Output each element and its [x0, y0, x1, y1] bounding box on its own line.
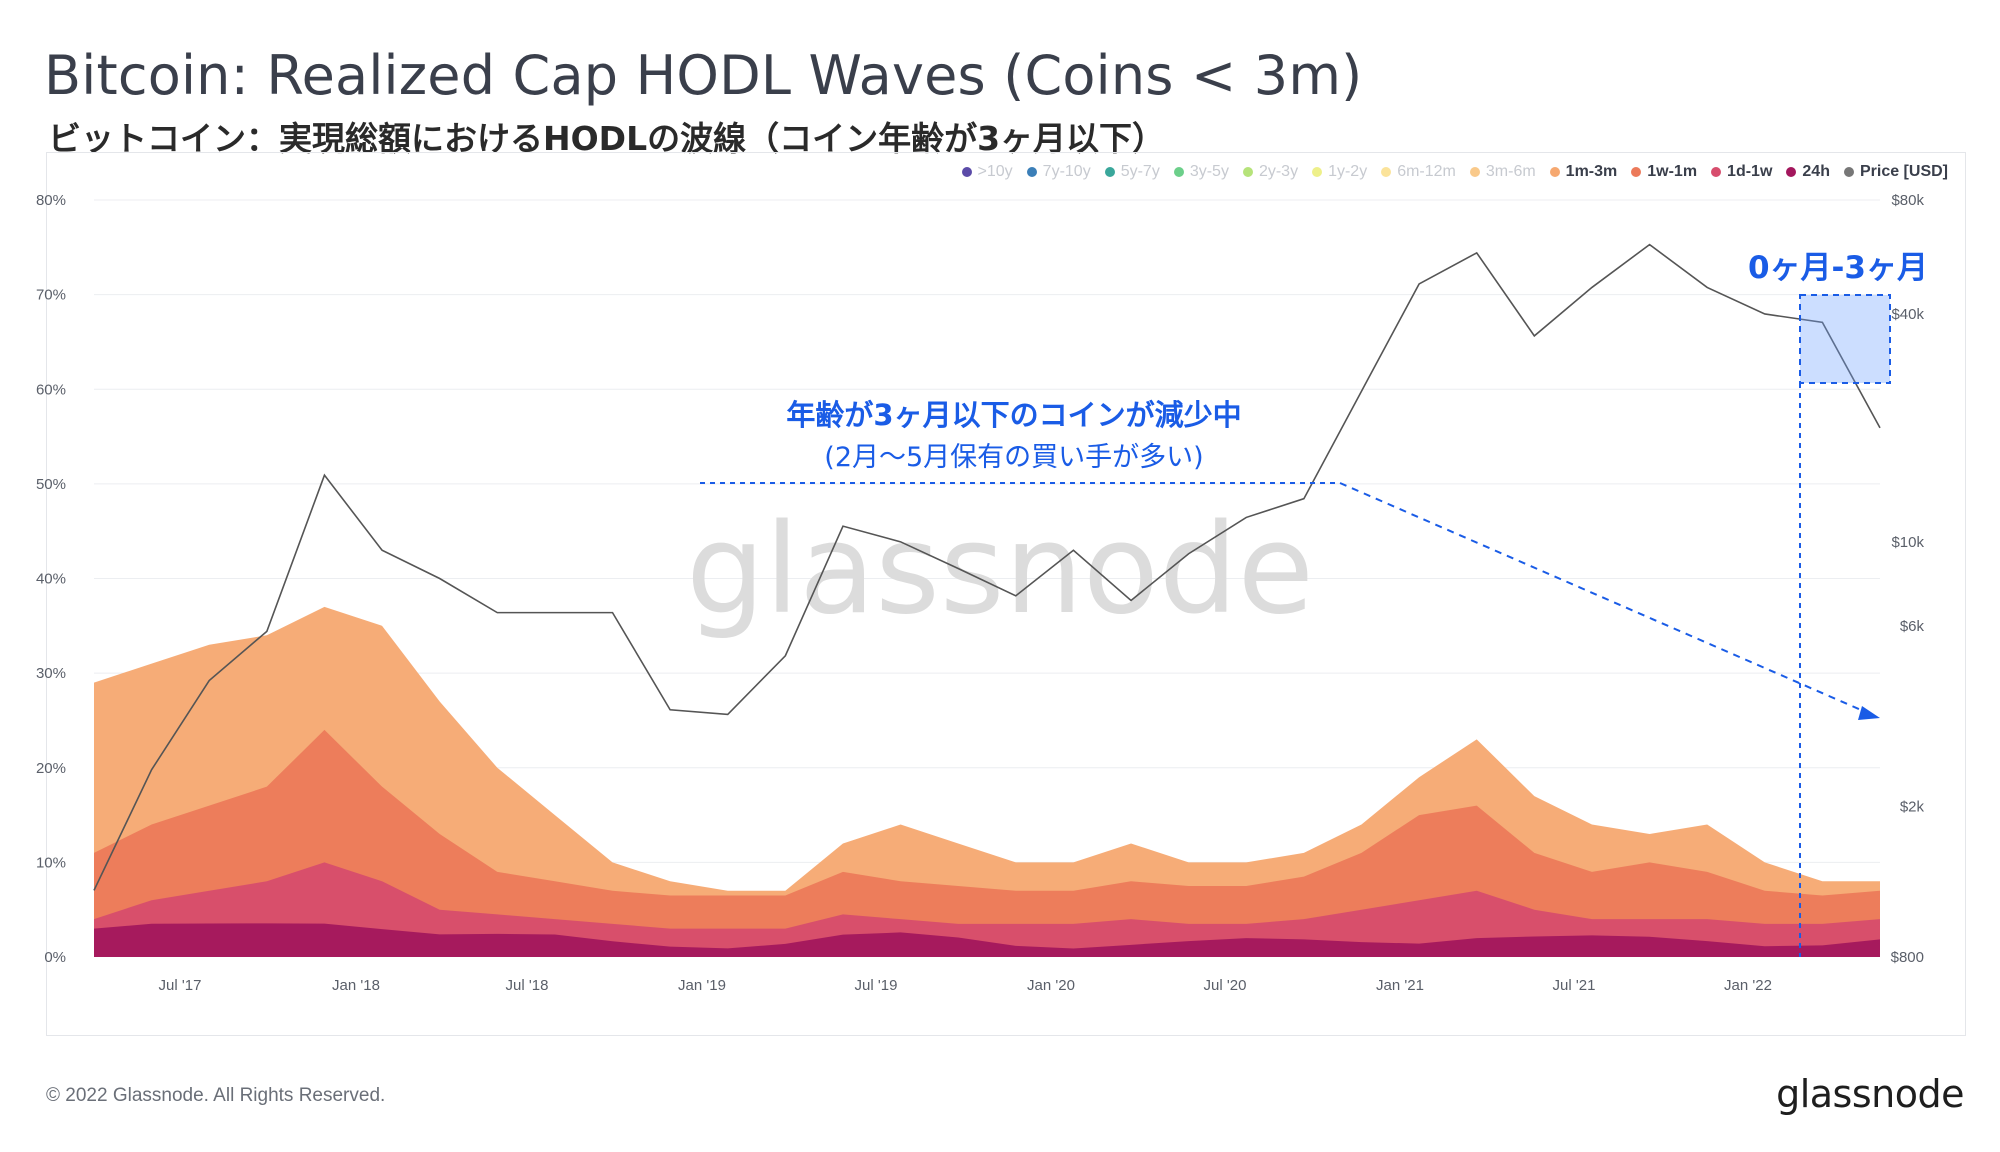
x-tick-label: Jan '21 — [1376, 977, 1424, 994]
annotation-main-line1: 年齢が3ヶ月以下のコインが減少中 — [786, 398, 1241, 432]
y-left-tick-label: 30% — [36, 665, 66, 682]
legend-label: 24h — [1802, 163, 1830, 180]
legend-dot-icon — [1242, 167, 1253, 177]
legend-dot-icon — [1469, 167, 1480, 177]
y-right-tick-label: $10k — [1891, 534, 1924, 551]
legend-item[interactable]: 3y-5y — [1173, 163, 1229, 181]
y-left-tick-label: 80% — [36, 192, 66, 209]
y-right-tick-label: $2k — [1900, 798, 1925, 815]
price-line — [93, 243, 1881, 891]
y-left-tick-label: 70% — [36, 287, 66, 304]
legend-label: Price [USD] — [1859, 163, 1948, 180]
legend-dot-icon — [1381, 167, 1392, 177]
legend-item[interactable]: 1m-3m — [1549, 163, 1618, 181]
x-tick-label: Jul '18 — [506, 977, 549, 994]
legend-label: >10y — [977, 163, 1013, 180]
page-title: Bitcoin: Realized Cap HODL Waves (Coins … — [44, 44, 1363, 107]
footer-logo: glassnode — [1776, 1072, 1964, 1116]
highlight-box — [1799, 294, 1891, 384]
legend-dot-icon — [961, 167, 972, 177]
legend-label: 3m-6m — [1485, 163, 1536, 180]
page-subtitle: ビットコイン：実現総額におけるHODLの波線（コイン年齢が3ヶ月以下） — [48, 119, 1166, 158]
axes: 0% 10% 20% 30% 40% 50% 60% 70% 80% $800 $2k $6k $10k… — [36, 192, 1925, 994]
x-tick-label: Jul '20 — [1204, 977, 1247, 994]
legend-dot-icon — [1312, 167, 1323, 177]
legend-item[interactable]: 6m-12m — [1381, 163, 1456, 181]
legend-dot-icon — [1711, 167, 1722, 177]
legend-label: 6m-12m — [1397, 163, 1456, 180]
highlight-box-label: 0ヶ月-3ヶ月 — [1748, 250, 1928, 286]
legend-label: 5y-7y — [1120, 163, 1160, 180]
x-tick-label: Jul '17 — [159, 977, 202, 994]
chart-legend: >10y 7y-10y 5y-7y 3y-5y 2y-3y 1y-2y 6m-12m 3m-6… — [961, 163, 1948, 181]
legend-dot-icon — [1026, 167, 1037, 177]
x-tick-label: Jan '22 — [1724, 977, 1772, 994]
legend-dot-icon — [1843, 167, 1854, 177]
area-24h — [94, 923, 1880, 957]
annotation-arrowhead — [1858, 706, 1880, 720]
annotation-main-line2: (2月〜5月保有の買い手が多い) — [824, 442, 1203, 473]
y-left-tick-label: 50% — [36, 476, 66, 493]
x-tick-label: Jul '21 — [1553, 977, 1596, 994]
price-series — [93, 243, 1881, 891]
x-tick-label: Jan '19 — [678, 977, 726, 994]
legend-item[interactable]: 2y-3y — [1242, 163, 1299, 181]
legend-item[interactable]: 1w-1m — [1631, 163, 1697, 181]
x-tick-label: Jan '20 — [1027, 977, 1075, 994]
legend-item[interactable]: 3m-6m — [1469, 163, 1536, 181]
legend-item[interactable]: Price [USD] — [1843, 163, 1948, 181]
legend-label: 2y-3y — [1258, 163, 1299, 180]
y-left-tick-label: 20% — [36, 760, 66, 777]
legend-dot-icon — [1104, 167, 1115, 177]
legend-item[interactable]: 1d-1w — [1711, 163, 1772, 181]
legend-label: 1d-1w — [1727, 163, 1773, 180]
legend-label: 7y-10y — [1042, 163, 1091, 180]
legend-label: 1y-2y — [1328, 163, 1368, 180]
legend-item[interactable]: 5y-7y — [1104, 163, 1160, 181]
x-tick-label: Jan '18 — [332, 977, 380, 994]
legend-item[interactable]: 7y-10y — [1026, 163, 1091, 181]
footer-copyright: © 2022 Glassnode. All Rights Reserved. — [46, 1085, 386, 1106]
legend-label: 1w-1m — [1647, 163, 1698, 180]
annotation-trend-arrow-line — [1339, 482, 1869, 714]
legend-item[interactable]: 1y-2y — [1312, 163, 1367, 181]
legend-dot-icon — [1549, 167, 1560, 177]
y-left-tick-label: 10% — [36, 854, 66, 871]
area-series — [94, 606, 1880, 957]
chart-panel — [46, 152, 1966, 1036]
y-right-tick-label: $40k — [1891, 306, 1924, 323]
legend-label: 3y-5y — [1189, 163, 1229, 180]
area-1d-1w — [94, 862, 1880, 957]
y-right-tick-label: $80k — [1891, 192, 1924, 209]
legend-dot-icon — [1631, 167, 1642, 177]
legend-item[interactable]: 24h — [1786, 163, 1830, 181]
watermark: glassnode — [686, 498, 1314, 642]
legend-label: 1m-3m — [1565, 163, 1618, 180]
y-left-tick-label: 60% — [36, 381, 66, 398]
y-left-tick-label: 0% — [44, 949, 66, 966]
y-left-tick-label: 40% — [36, 571, 66, 588]
annotations: 0ヶ月-3ヶ月 年齢が3ヶ月以下のコインが減少中 (2月〜5月保有の買い手が多い… — [700, 250, 1928, 957]
y-right-tick-label: $800 — [1891, 949, 1924, 966]
x-tick-label: Jul '19 — [855, 977, 898, 994]
legend-dot-icon — [1786, 167, 1797, 177]
legend-dot-icon — [1173, 167, 1184, 177]
y-right-tick-label: $6k — [1900, 618, 1925, 635]
legend-item[interactable]: >10y — [961, 163, 1013, 181]
